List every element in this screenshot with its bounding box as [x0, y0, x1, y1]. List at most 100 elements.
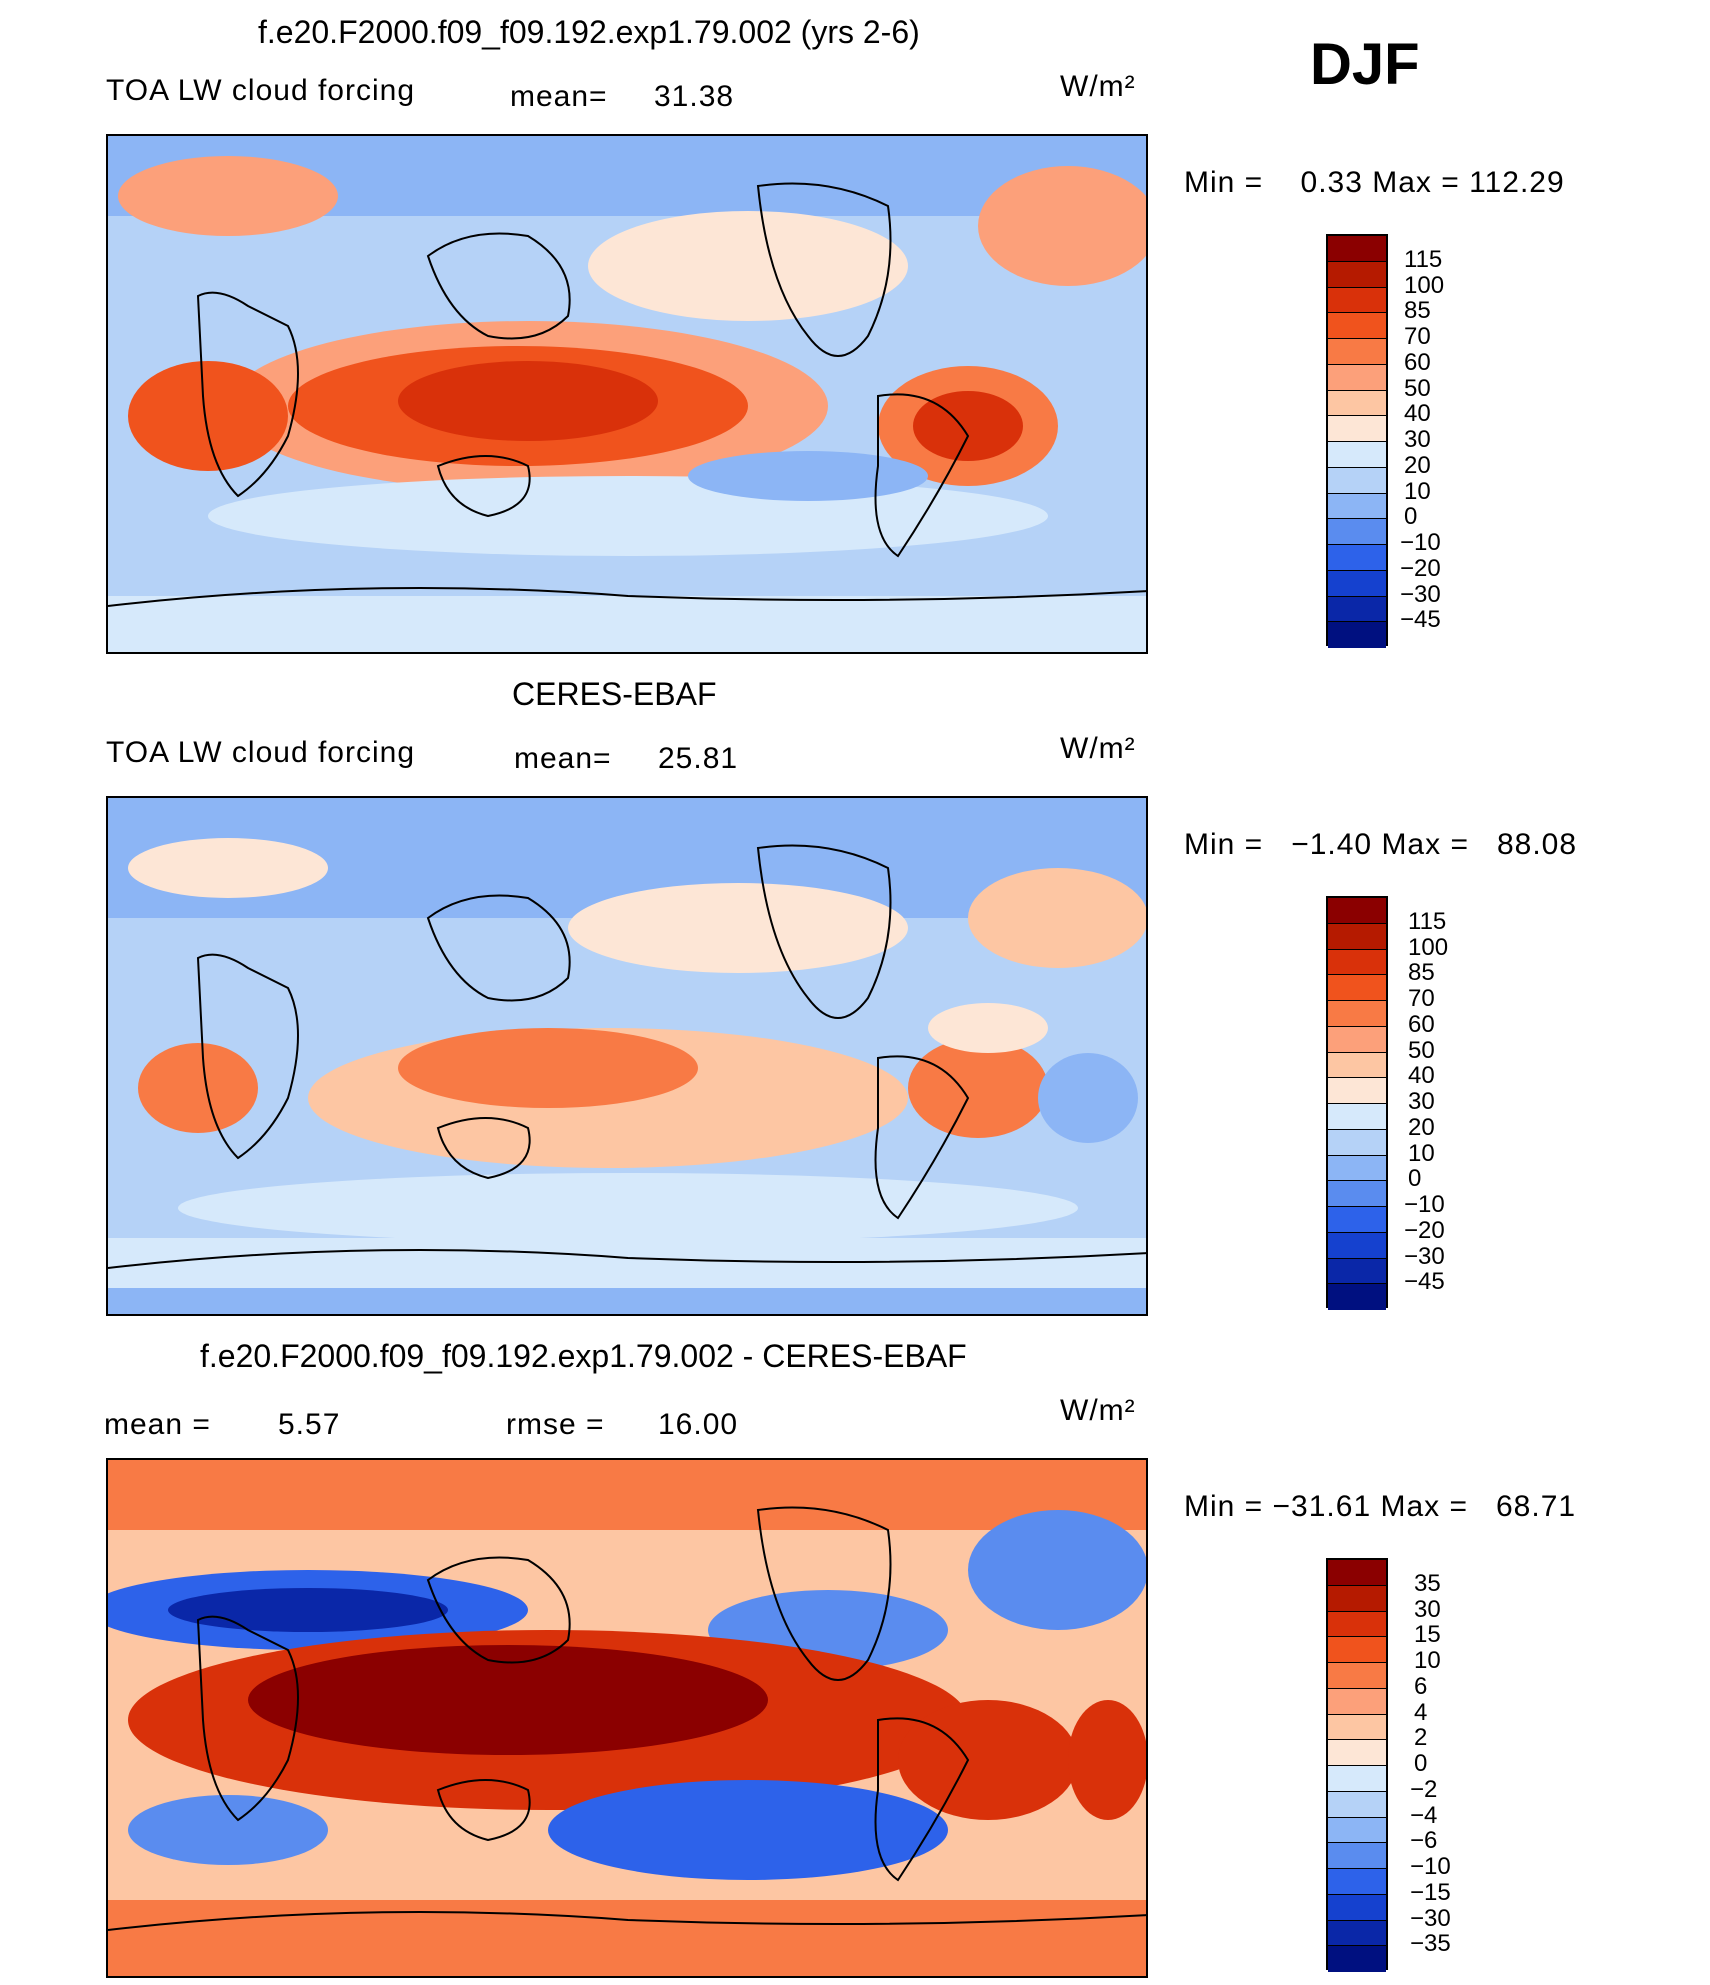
colorbar-level-label: −10 — [1404, 1191, 1445, 1218]
colorbar-level-label: −20 — [1404, 1216, 1445, 1244]
panel1-field — [108, 136, 1146, 652]
colorbar-level-label: 60 — [1404, 348, 1431, 376]
panel2-min-max: Min = −1.40 Max = 88.08 — [1184, 828, 1578, 861]
colorbar-segment — [1328, 364, 1386, 391]
colorbar-segment — [1328, 1920, 1386, 1947]
panel3-rmse-value: 16.00 — [658, 1408, 739, 1441]
colorbar-segment — [1328, 596, 1386, 623]
colorbar-segment — [1328, 1284, 1386, 1310]
colorbar-level-label: −30 — [1410, 1904, 1451, 1932]
colorbar-segment — [1328, 1817, 1386, 1844]
colorbar-level-label: 0 — [1404, 503, 1418, 531]
colorbar-level-label: 30 — [1414, 1595, 1441, 1623]
panel3-field — [108, 1460, 1146, 1976]
colorbar-level-label: −30 — [1400, 580, 1441, 608]
colorbar-segment — [1328, 1207, 1386, 1233]
panel1-title: f.e20.F2000.f09_f09.192.exp1.79.002 (yrs… — [258, 14, 920, 50]
colorbar-segment — [1328, 1766, 1386, 1792]
colorbar-segment — [1328, 545, 1386, 571]
colorbar-segment — [1328, 1078, 1386, 1104]
colorbar-level-label: 6 — [1414, 1672, 1428, 1700]
panel1-mean-value: 31.38 — [654, 80, 735, 113]
colorbar-level-label: 10 — [1404, 477, 1431, 505]
panel3-colorbar — [1326, 1558, 1388, 1972]
colorbar-segment — [1328, 1688, 1386, 1715]
colorbar-level-label: −6 — [1410, 1827, 1438, 1855]
colorbar-segment — [1328, 570, 1386, 597]
colorbar-level-label: −4 — [1410, 1801, 1438, 1829]
colorbar-segment — [1328, 442, 1386, 468]
colorbar-segment — [1328, 261, 1386, 288]
colorbar-segment — [1328, 1791, 1386, 1818]
colorbar-level-label: 35 — [1414, 1569, 1441, 1597]
panel1-map — [106, 134, 1148, 654]
panel1-mean-label: mean= — [510, 80, 608, 113]
colorbar-level-label: 50 — [1408, 1036, 1435, 1064]
season-label: DJF — [1310, 32, 1420, 97]
colorbar-segment — [1328, 416, 1386, 442]
panel1-min-max: Min = 0.33 Max = 112.29 — [1184, 166, 1565, 199]
colorbar-segment — [1328, 236, 1386, 262]
colorbar-level-label: −10 — [1410, 1853, 1451, 1880]
colorbar-level-label: −45 — [1404, 1268, 1445, 1296]
panel3-mean-label: mean = — [104, 1408, 211, 1441]
colorbar-level-label: 85 — [1404, 297, 1431, 325]
panel2-colorbar — [1326, 896, 1388, 1310]
colorbar-level-label: −20 — [1400, 554, 1441, 582]
colorbar-segment — [1328, 1585, 1386, 1612]
colorbar-segment — [1328, 1714, 1386, 1741]
colorbar-level-label: −10 — [1400, 529, 1441, 556]
colorbar-level-label: −45 — [1400, 606, 1441, 634]
colorbar-level-label: −35 — [1410, 1930, 1451, 1958]
colorbar-level-label: 10 — [1414, 1647, 1441, 1674]
panel3-map — [106, 1458, 1148, 1978]
colorbar-segment — [1328, 339, 1386, 365]
colorbar-level-label: 30 — [1404, 426, 1431, 453]
colorbar-segment — [1328, 1052, 1386, 1079]
colorbar-segment — [1328, 1232, 1386, 1259]
colorbar-segment — [1328, 390, 1386, 417]
panel2-variable: TOA LW cloud forcing — [106, 736, 416, 769]
colorbar-segment — [1328, 1869, 1386, 1895]
colorbar-segment — [1328, 467, 1386, 494]
colorbar-segment — [1328, 1155, 1386, 1182]
colorbar-segment — [1328, 1740, 1386, 1766]
colorbar-level-label: 85 — [1408, 959, 1435, 987]
colorbar-level-label: 10 — [1408, 1139, 1435, 1167]
colorbar-level-label: 70 — [1404, 323, 1431, 350]
colorbar-level-label: 2 — [1414, 1724, 1428, 1752]
colorbar-segment — [1328, 1611, 1386, 1638]
panel1-unit: W/m² — [1060, 70, 1136, 103]
panel1-colorbar — [1326, 234, 1388, 648]
colorbar-level-label: 40 — [1404, 400, 1431, 428]
colorbar-segment — [1328, 493, 1386, 520]
colorbar-level-label: 0 — [1408, 1165, 1422, 1193]
colorbar-segment — [1328, 923, 1386, 950]
colorbar-segment — [1328, 1026, 1386, 1053]
colorbar-level-label: 70 — [1408, 985, 1435, 1012]
colorbar-level-label: 60 — [1408, 1010, 1435, 1038]
panel3-rmse-label: rmse = — [506, 1408, 605, 1441]
panel3-unit: W/m² — [1060, 1394, 1136, 1427]
colorbar-level-label: 4 — [1414, 1698, 1428, 1726]
colorbar-level-label: 115 — [1404, 245, 1443, 273]
panel2-unit: W/m² — [1060, 732, 1136, 765]
colorbar-segment — [1328, 1129, 1386, 1156]
panel2-title: CERES-EBAF — [512, 676, 717, 712]
colorbar-segment — [1328, 1946, 1386, 1972]
colorbar-segment — [1328, 1104, 1386, 1130]
colorbar-level-label: −30 — [1404, 1242, 1445, 1270]
colorbar-level-label: 30 — [1408, 1088, 1435, 1115]
colorbar-level-label: 20 — [1404, 451, 1431, 479]
colorbar-level-label: 0 — [1414, 1750, 1428, 1777]
colorbar-level-label: 100 — [1408, 933, 1449, 961]
colorbar-segment — [1328, 313, 1386, 339]
panel1-variable: TOA LW cloud forcing — [106, 74, 416, 107]
colorbar-segment — [1328, 1560, 1386, 1586]
colorbar-level-label: −2 — [1410, 1775, 1438, 1803]
panel2-mean-value: 25.81 — [658, 742, 739, 775]
panel3-title: f.e20.F2000.f09_f09.192.exp1.79.002 - CE… — [200, 1338, 967, 1374]
panel2-field — [108, 798, 1146, 1314]
panel2-mean-label: mean= — [514, 742, 612, 775]
colorbar-level-label: 115 — [1408, 907, 1447, 935]
